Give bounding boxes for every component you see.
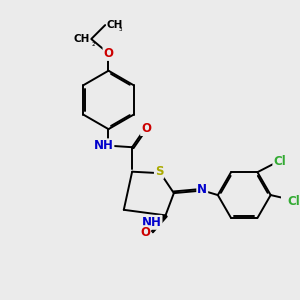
Text: CH: CH (106, 20, 123, 30)
Text: N: N (197, 183, 207, 196)
Text: S: S (155, 165, 164, 178)
Text: Cl: Cl (273, 154, 286, 168)
Text: CH: CH (74, 34, 90, 44)
Text: ₂: ₂ (92, 39, 95, 48)
Text: O: O (141, 122, 151, 135)
Text: NH: NH (94, 139, 113, 152)
Text: O: O (103, 47, 113, 60)
Text: O: O (140, 226, 150, 239)
Text: Cl: Cl (287, 195, 300, 208)
Text: NH: NH (142, 216, 161, 229)
Text: ₃: ₃ (118, 24, 122, 33)
